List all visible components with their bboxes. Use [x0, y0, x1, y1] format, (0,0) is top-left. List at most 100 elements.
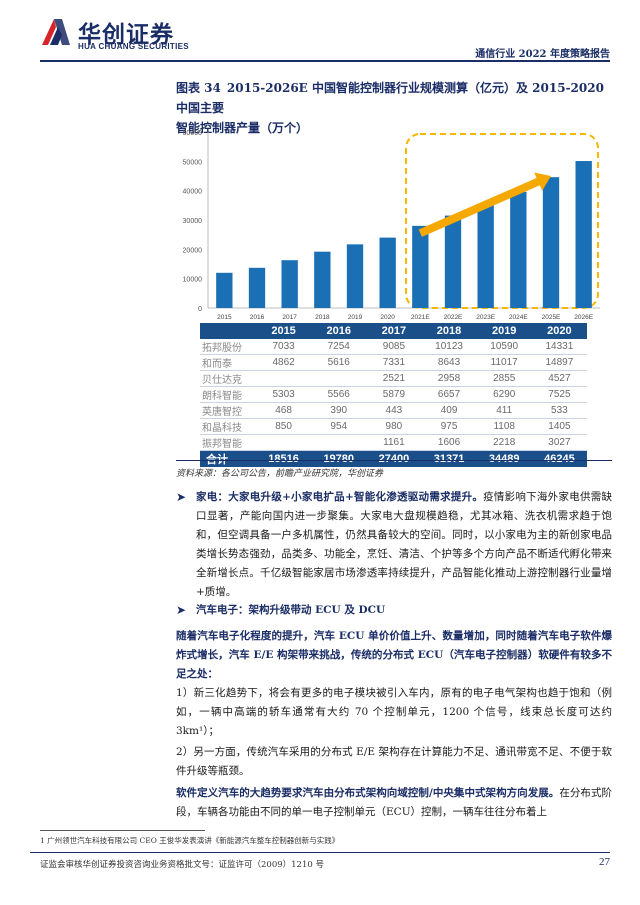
y-tick-label: 30000 [183, 218, 203, 225]
bullet1-heading: 家电：大家电升级+小家电扩品+智能化渗透驱动需求提升。 [196, 491, 484, 503]
growth-rate-label: +12.5% [455, 141, 503, 157]
chart-bar [510, 191, 527, 308]
footnote-divider [40, 830, 205, 831]
table-header-cell: 2015 [256, 323, 312, 339]
chart-bar [281, 260, 298, 308]
x-tick-label: 2016 [250, 314, 265, 321]
table-cell: 3027 [548, 437, 571, 448]
logo-text-en: HUA CHUANG SECURITIES [78, 42, 189, 51]
list-item-1: 1）新三化趋势下，将会有更多的电子模块被引入车内，原有的电子电气架构也趋于饱和（… [176, 684, 612, 741]
x-tick-label: 2026E [574, 314, 593, 321]
table-cell: 409 [440, 405, 458, 416]
table-cell: 7331 [382, 357, 406, 368]
sdv-paragraph: 软件定义汽车的大趋势要求汽车由分布式架构向域控制/中央集中式架构方向发展。在分布… [176, 784, 612, 822]
total-cell: 34489 [476, 450, 532, 467]
table-header-cell [200, 323, 256, 339]
footnote: 1 广州领世汽车科技有限公司 CEO 王俊华发表演讲《新能源汽车整车控制器创新与… [40, 836, 340, 845]
table-row: 贝仕达克 2521 2958 2855 4527 [200, 371, 587, 387]
page-header: 华创证券 HUA CHUANG SECURITIES 通信行业 2022 年度策… [0, 0, 640, 62]
page-number: 27 [599, 856, 610, 868]
table-cell: 6290 [493, 389, 516, 400]
list-item-2: 2）另一方面，传统汽车采用的分布式 E/E 架构存在计算能力不足、通讯带宽不足、… [176, 743, 612, 781]
bullet-arrow-icon: ➤ [176, 603, 187, 617]
x-tick-label: 2024E [509, 314, 528, 321]
x-tick-label: 2018 [315, 314, 330, 321]
table-row: 和晶科技 850 954 980 975 1108 1405 [200, 419, 587, 435]
ecu-intro-paragraph: 随着汽车电子化程度的提升，汽车 ECU 单价价值上升、数量增加，同时随着汽车电子… [176, 627, 612, 684]
y-tick-label: 50000 [183, 159, 203, 166]
table-cell: 954 [330, 421, 348, 432]
chart-bar [575, 161, 592, 308]
table-header-cell: 2016 [311, 323, 367, 339]
table-cell: 4862 [272, 357, 295, 368]
table-row: 朗科智能 5303 5566 5879 6657 6290 7525 [200, 387, 587, 403]
table-cell: 10123 [435, 341, 463, 352]
company-name: 振邦智能 [202, 439, 242, 450]
total-cell: 18516 [256, 450, 312, 467]
table-cell: 7525 [548, 389, 571, 400]
table-cell: 1606 [437, 437, 461, 448]
list-item-2-text: 2）另一方面，传统汽车采用的分布式 E/E 架构存在计算能力不足、通讯带宽不足、… [176, 746, 612, 777]
x-tick-label: 2025E [542, 314, 561, 321]
chart-bar [542, 177, 560, 308]
y-tick-label: 40000 [183, 189, 203, 196]
table-cell: 7254 [327, 341, 350, 352]
table-cell: 10590 [490, 341, 519, 352]
table-row: 拓邦股份 7033 7254 9085 10123 10590 14331 [200, 339, 587, 355]
table-cell: 2521 [382, 373, 406, 384]
table-cell: 1108 [493, 421, 515, 432]
sdv-heading: 软件定义汽车的大趋势要求汽车由分布式架构向域控制/中央集中式架构方向发展。 [176, 787, 560, 799]
table-cell: 5566 [327, 389, 350, 400]
table-cell: 8643 [437, 357, 461, 368]
table-row: 和而泰 4862 5616 7331 8643 11017 14897 [200, 355, 587, 371]
figure-title-line1: 2015-2026E 中国智能控制器行业规模测算（亿元）及 2015-2020 … [176, 81, 604, 115]
figure-number: 图表 34 [176, 81, 221, 95]
table-cell [256, 371, 311, 387]
y-tick-label: 10000 [183, 277, 203, 284]
forecast-highlight-box [405, 133, 599, 309]
x-tick-label: 2020 [380, 314, 395, 321]
growth-arrow-shape [418, 172, 551, 237]
total-cell: 27400 [366, 450, 422, 467]
total-cell: 46245 [531, 450, 587, 467]
chart-bar [444, 215, 462, 308]
x-tick-label: 2023E [476, 314, 495, 321]
huachuang-logo-icon [42, 19, 70, 45]
footer-divider [30, 852, 610, 853]
table-header-cell: 2017 [366, 323, 422, 339]
ecu-intro-text: 随着汽车电子化程度的提升，汽车 ECU 单价价值上升、数量增加，同时随着汽车电子… [176, 630, 612, 680]
table-cell [311, 435, 366, 451]
table-header-cell: 2020 [531, 323, 587, 339]
chart-bar [346, 244, 364, 308]
table-cell: 443 [385, 405, 403, 416]
x-tick-label: 2019 [348, 314, 363, 321]
list-item-1-text: 1）新三化趋势下，将会有更多的电子模块被引入车内，原有的电子电气架构也趋于饱和（… [176, 687, 612, 737]
table-cell [256, 435, 311, 451]
home-appliance-paragraph: 家电：大家电升级+小家电扩品+智能化渗透驱动需求提升。疫情影响下海外家电供需缺口… [196, 488, 612, 602]
figure-source: 资料来源：各公司公告，前瞻产业研究院，华创证券 [176, 460, 612, 479]
table-cell: 5879 [382, 389, 406, 400]
company-name: 朗科智能 [202, 391, 242, 402]
controller-output-table: 2015 2016 2017 2018 2019 2020 拓邦股份 7033 72… [200, 323, 587, 467]
x-tick-label: 2021E [411, 314, 430, 321]
footer-disclaimer: 证监会审核华创证券投资咨询业务资格批文号：证监许可（2009）1210 号 [40, 860, 324, 870]
growth-arrow-icon [418, 172, 551, 237]
chart-bar [477, 204, 494, 308]
chart-bar [216, 272, 233, 308]
chart-bar [248, 267, 266, 308]
table-cell: 5303 [272, 389, 295, 400]
figure-title-line2: 智能控制器产量（万个） [176, 121, 309, 135]
logo-text-cn: 华创证券 [78, 22, 174, 48]
table-header-row: 2015 2016 2017 2018 2019 2020 [200, 323, 587, 339]
table-cell: 7033 [272, 341, 295, 352]
chart-bar [314, 251, 331, 308]
bullet-arrow-icon: ➤ [176, 490, 187, 504]
table-total-row: 合计 18516 19780 27400 31371 34489 46245 [200, 450, 587, 467]
company-name: 拓邦股份 [202, 343, 242, 354]
table-cell: 6657 [437, 389, 461, 400]
sdv-text: 在分布式阶段，车辆各功能由不同的单一电子控制单元（ECU）控制，一辆车往往分布着… [176, 787, 612, 818]
table-cell: 11017 [490, 357, 518, 368]
table-cell: 5616 [327, 357, 350, 368]
y-tick-label: 60000 [183, 130, 203, 137]
bullet1-text: 疫情影响下海外家电供需缺口显著，产能向国内进一步聚集。大家电大盘规模趋稳，尤其冰… [196, 491, 612, 598]
